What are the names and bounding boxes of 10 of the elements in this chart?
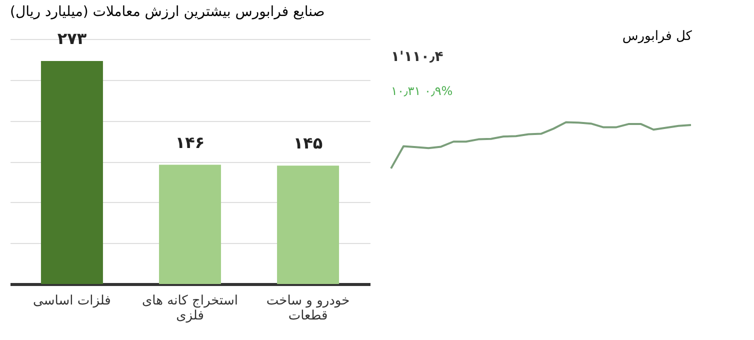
data-label: ۲۷۳ <box>57 29 87 48</box>
text: ۱'۱۱۰٫۴ <box>391 49 444 65</box>
data-label: ۱۴۵ <box>293 134 323 153</box>
chart-title: کل فرابورس <box>622 29 693 44</box>
data-label: ۱۴۶ <box>175 132 205 152</box>
chart-title: صنایع فرابورس بیشترین ارزش معاملات (میلیارد ریال) <box>10 4 325 20</box>
text: ۱۰٫۳۱ ۰٫۹% <box>391 84 453 98</box>
x-tick-label: استخراج کانه های فلزی <box>142 294 238 324</box>
x-tick-label: خودرو و ساخت قطعات <box>266 294 350 324</box>
x-tick-label: فلزات اساسی <box>33 294 111 308</box>
